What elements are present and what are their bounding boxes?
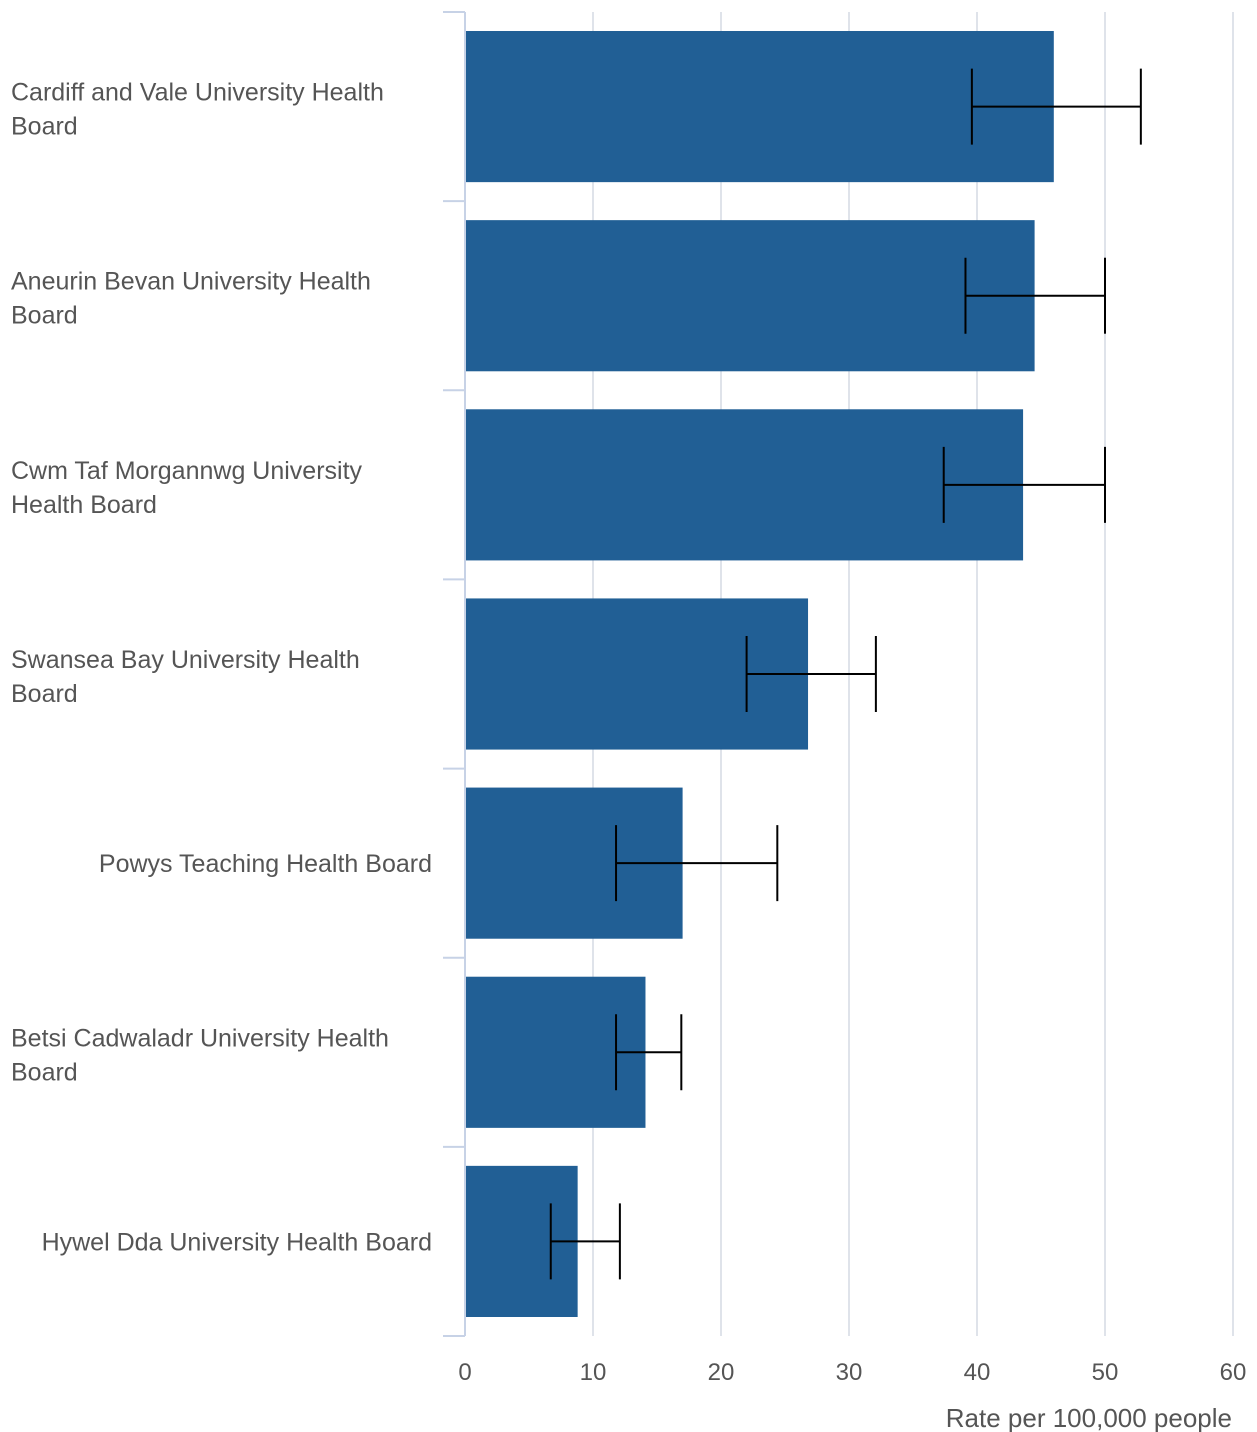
x-tick-labels: 0 10 20 30 40 50 60 xyxy=(458,1359,1246,1386)
category-label: Swansea Bay University Health Board xyxy=(11,646,360,708)
x-tick-label: 60 xyxy=(1220,1359,1247,1386)
x-axis-title: Rate per 100,000 people xyxy=(946,1403,1232,1432)
bar xyxy=(466,220,1035,372)
x-tick-label: 50 xyxy=(1092,1359,1119,1386)
category-labels: Cardiff and Vale University Health Board A… xyxy=(11,79,432,1257)
bar xyxy=(466,409,1024,561)
category-label: Powys Teaching Health Board xyxy=(99,850,432,878)
category-label: Cwm Taf Morgannwg University Health Board xyxy=(11,457,363,519)
category-label: Aneurin Bevan University Health Board xyxy=(11,268,371,330)
category-label: Betsi Cadwaladr University Health Board xyxy=(11,1024,389,1086)
category-label: Hywel Dda University Health Board xyxy=(42,1228,432,1256)
x-tick-label: 40 xyxy=(964,1359,991,1386)
x-tick-label: 20 xyxy=(708,1359,735,1386)
error-bars xyxy=(549,68,1142,1280)
category-label: Cardiff and Vale University Health Board xyxy=(11,79,384,141)
bar xyxy=(466,31,1054,183)
y-axis xyxy=(443,11,466,1337)
x-tick-label: 0 xyxy=(458,1359,471,1386)
x-tick-label: 30 xyxy=(836,1359,863,1386)
x-tick-label: 10 xyxy=(580,1359,607,1386)
